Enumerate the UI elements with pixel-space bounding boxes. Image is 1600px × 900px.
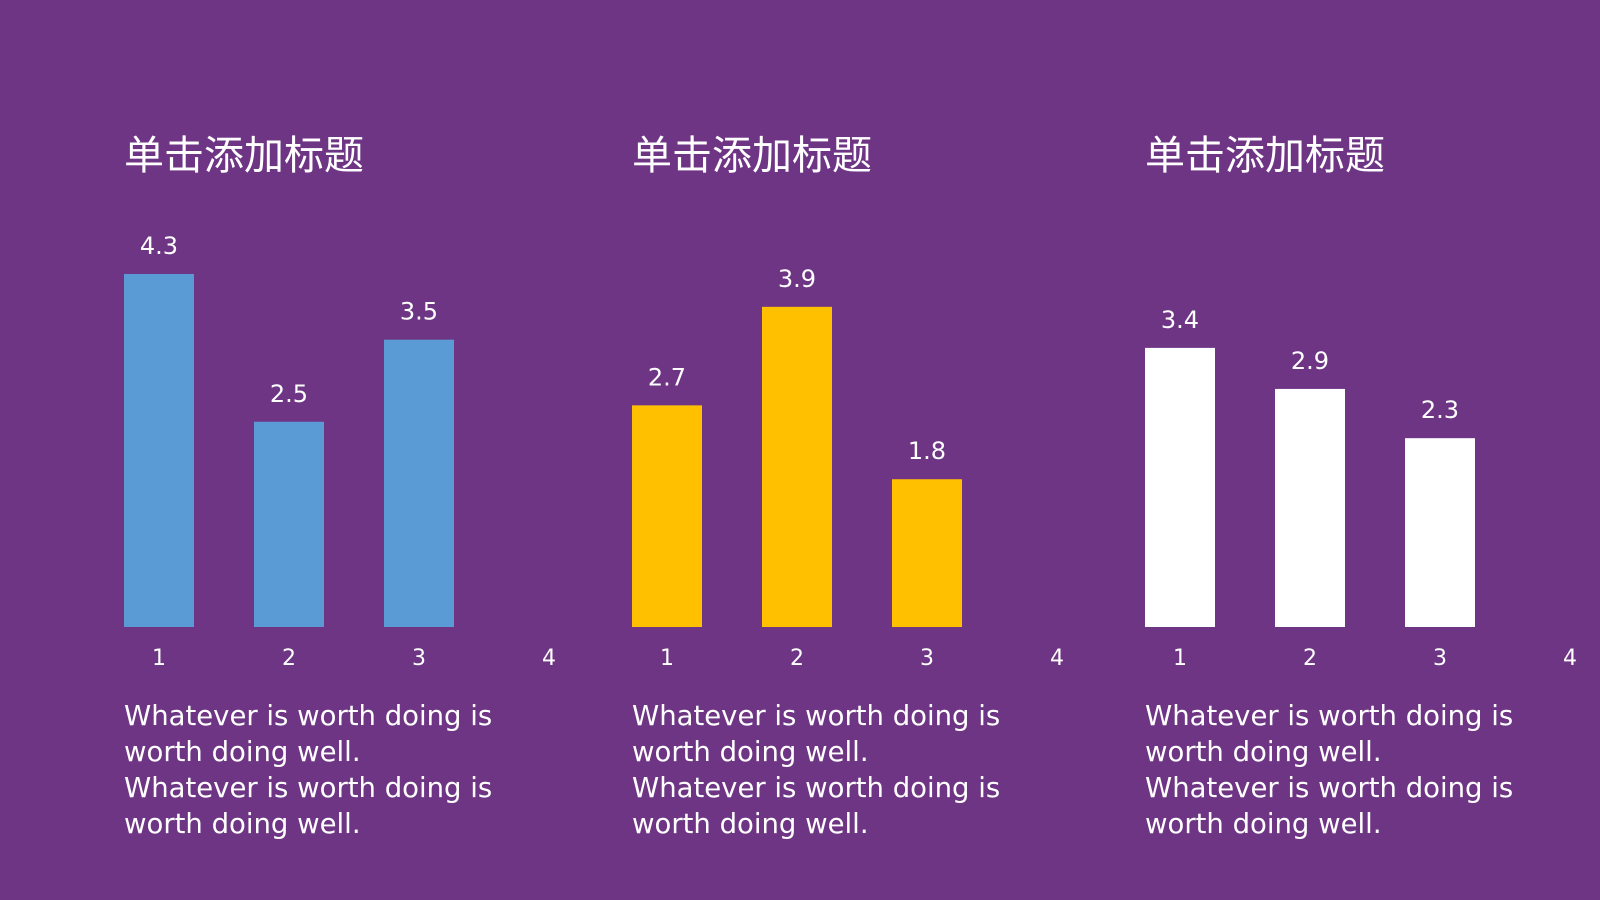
data-label-2: 2.5 xyxy=(270,380,308,408)
chart-caption: Whatever is worth doing is worth doing w… xyxy=(632,700,1001,840)
bar-1 xyxy=(124,274,194,627)
chart-panel-2: 单击添加标题 2.7 1 3.9 2 1.8 3 4 Whatever is worth d… xyxy=(632,0,1102,900)
x-tick-label-4: 4 xyxy=(1050,646,1064,671)
x-tick-label-4: 4 xyxy=(542,646,556,671)
bar-3 xyxy=(384,339,454,627)
chart-panel-1: 单击添加标题 4.3 1 2.5 2 3.5 3 4 Whatever is worth d… xyxy=(124,0,594,900)
x-tick-label-3: 3 xyxy=(920,646,934,671)
bar-2 xyxy=(1275,388,1345,627)
bar-3 xyxy=(892,479,962,627)
data-label-2: 2.9 xyxy=(1291,347,1329,375)
bar-chart: 3.4 1 2.9 2 2.3 3 4 xyxy=(1145,306,1577,671)
chart-caption: Whatever is worth doing is worth doing w… xyxy=(1145,700,1514,840)
x-tick-label-2: 2 xyxy=(1303,646,1317,671)
bar-chart: 2.7 1 3.9 2 1.8 3 4 xyxy=(632,265,1064,671)
data-label-3: 3.5 xyxy=(400,298,438,326)
bar-2 xyxy=(254,421,324,627)
chart-panel-3: 单击添加标题 3.4 1 2.9 2 2.3 3 4 Whatever is worth d… xyxy=(1145,0,1600,900)
bar-2 xyxy=(762,306,832,627)
x-tick-label-1: 1 xyxy=(1173,646,1187,671)
data-label-1: 2.7 xyxy=(648,363,686,391)
bar-1 xyxy=(632,405,702,627)
bar-1 xyxy=(1145,347,1215,627)
bar-chart: 4.3 1 2.5 2 3.5 3 4 xyxy=(124,232,556,671)
data-label-1: 4.3 xyxy=(140,232,178,260)
x-tick-label-2: 2 xyxy=(790,646,804,671)
data-label-2: 3.9 xyxy=(778,265,816,293)
data-label-1: 3.4 xyxy=(1161,306,1199,334)
chart-caption: Whatever is worth doing is worth doing w… xyxy=(124,700,493,840)
bar-3 xyxy=(1405,438,1475,627)
x-tick-label-3: 3 xyxy=(412,646,426,671)
chart-title: 单击添加标题 xyxy=(632,133,872,179)
x-tick-label-1: 1 xyxy=(152,646,166,671)
data-label-3: 1.8 xyxy=(908,437,946,465)
x-tick-label-4: 4 xyxy=(1563,646,1577,671)
x-tick-label-1: 1 xyxy=(660,646,674,671)
data-label-3: 2.3 xyxy=(1421,396,1459,424)
x-tick-label-2: 2 xyxy=(282,646,296,671)
chart-title: 单击添加标题 xyxy=(124,133,364,179)
x-tick-label-3: 3 xyxy=(1433,646,1447,671)
chart-title: 单击添加标题 xyxy=(1145,133,1385,179)
